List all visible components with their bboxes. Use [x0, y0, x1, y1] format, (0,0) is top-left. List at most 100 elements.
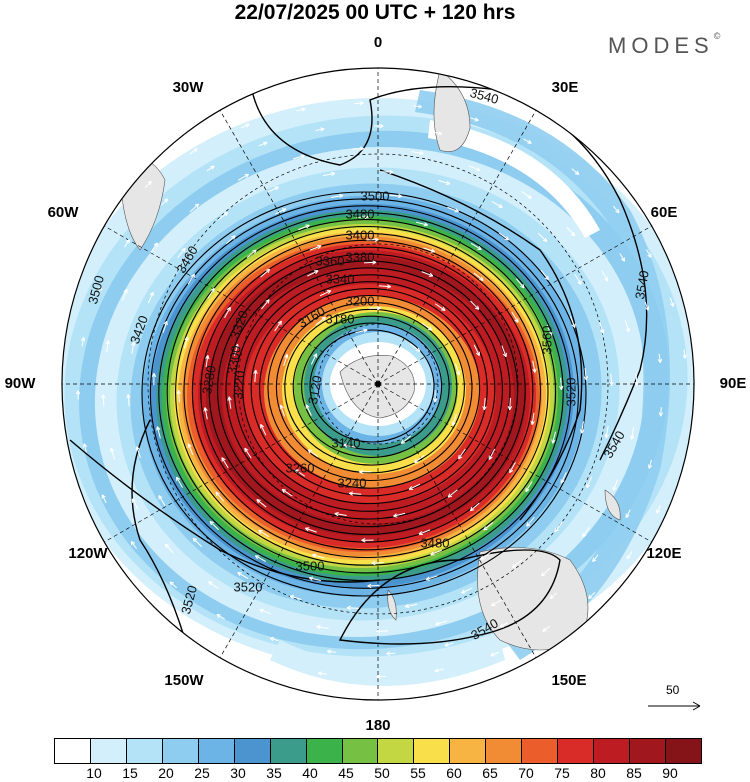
wind-vector-162	[80, 337, 86, 347]
color-scale-bar	[54, 738, 702, 764]
contour-label-20: 3480	[421, 535, 450, 550]
wind-vector-87	[151, 373, 157, 386]
contour-label-26: 3520	[178, 584, 200, 616]
contour-label-1: 3500	[361, 188, 390, 203]
wind-vector-91	[274, 208, 287, 215]
colorbar-swatch-1	[90, 739, 127, 763]
wind-vector-194	[354, 100, 364, 106]
colorbar-swatch-16	[630, 739, 666, 763]
wind-vector-121	[599, 321, 605, 334]
colorbar-swatch-10	[414, 739, 451, 763]
colorbar-label-30: 30	[230, 765, 246, 781]
map-field: 3540350034803460342034003380336033403320…	[62, 68, 694, 700]
wind-vector-15	[421, 322, 433, 331]
wind-vector-27	[473, 344, 480, 357]
wind-vector-64	[258, 529, 270, 538]
wind-vector-65	[215, 491, 225, 502]
wind-vector-14	[368, 305, 381, 311]
polar-map: 3540350034803460342034003380336033403320…	[5, 34, 747, 734]
contour-3540-south	[338, 549, 561, 645]
colorbar-swatch-5	[234, 739, 271, 763]
wind-vector-145	[566, 226, 576, 237]
wind-vector-133	[110, 447, 116, 460]
wind-vector-175	[644, 301, 650, 311]
wind-vector-8	[414, 455, 425, 464]
wind-vector-25	[378, 284, 392, 289]
wind-vector-50	[205, 355, 210, 368]
wind-vector-40	[470, 300, 480, 310]
wind-vector-112	[177, 247, 186, 259]
wind-vector-173	[584, 210, 592, 218]
wind-vector-208	[434, 668, 444, 673]
wind-vector-17	[458, 448, 466, 460]
wind-vector-134	[101, 394, 106, 407]
color-scale-labels: 10 15 20 25 30 35 40 45 50 55 60 65 70 75 80 85 90	[54, 764, 702, 782]
wind-vector-165	[161, 198, 169, 206]
chart-title: 22/07/2025 00 UTC + 120 hrs	[234, 1, 516, 24]
wind-vector-204	[626, 551, 633, 560]
wind-vector-83	[254, 555, 267, 562]
wind-vector-199	[612, 205, 620, 214]
land-madagascar	[604, 489, 621, 521]
wind-vector-140	[292, 154, 305, 160]
wind-vector-77	[559, 377, 564, 390]
wind-vector-62	[371, 560, 384, 566]
contour-label-28: 3560	[539, 326, 554, 355]
longitude-label-30e: 30E	[552, 79, 579, 96]
wind-vector-110	[131, 341, 136, 354]
height-contour-5	[183, 225, 549, 559]
reference-vector-label: 50	[666, 683, 680, 697]
wind-vector-4	[310, 353, 318, 365]
contour-label-2: 3480	[346, 206, 375, 221]
wind-vector-210	[317, 671, 328, 676]
wind-vector-178	[647, 459, 653, 469]
wind-vector-209	[376, 674, 386, 680]
wind-vector-35	[233, 343, 239, 356]
land-africa-tip	[433, 69, 471, 152]
wind-vector-130	[289, 594, 302, 601]
wind-vector-119	[537, 232, 548, 243]
wind-vector-197	[523, 138, 532, 144]
contour-label-0: 3540	[468, 85, 500, 107]
wind-vector-21	[260, 423, 267, 436]
wind-vector-48	[221, 457, 229, 469]
wind-vector-116	[381, 169, 394, 175]
wind-vector-138	[189, 203, 200, 213]
wind-vector-212	[208, 636, 217, 642]
colorbar-label-85: 85	[626, 765, 642, 781]
wind-vector-92	[331, 193, 344, 199]
wind-vector-12	[283, 354, 289, 367]
south-pole-marker	[375, 381, 381, 387]
meridian-11	[219, 110, 379, 385]
contour-3520-east	[379, 169, 583, 521]
longitude-label-120w: 120W	[68, 545, 108, 562]
wind-vector-76	[546, 324, 553, 337]
wind-vector-136	[121, 288, 128, 301]
outer-band-south	[270, 640, 505, 686]
contour-label-6: 3380	[346, 249, 375, 264]
contour-label-15: 3200	[346, 293, 375, 308]
wind-vector-108	[135, 446, 141, 459]
wind-vector-122	[609, 373, 614, 386]
height-contour-20	[309, 329, 435, 443]
wind-vector-176	[657, 353, 663, 363]
wind-vector-211	[261, 658, 271, 663]
wind-vector-111	[147, 291, 154, 304]
height-contour-10	[225, 260, 511, 520]
contour-label-10: 3300	[224, 344, 244, 375]
wind-vector-106	[192, 537, 203, 548]
colorbar-label-55: 55	[410, 765, 426, 781]
wind-vector-156	[316, 624, 329, 630]
colorbar-label-40: 40	[302, 765, 318, 781]
wind-vector-52	[260, 268, 271, 278]
wind-vector-201	[669, 297, 675, 307]
wind-vector-38	[364, 260, 377, 265]
wind-vector-167	[258, 141, 268, 147]
wind-vector-189	[130, 540, 138, 549]
height-contour-4	[175, 219, 557, 566]
wind-vector-160	[82, 443, 88, 453]
wind-vector-123	[604, 426, 609, 439]
wind-vector-7	[451, 413, 457, 426]
wind-vector-206	[542, 625, 551, 632]
wind-vector-39	[421, 271, 434, 277]
